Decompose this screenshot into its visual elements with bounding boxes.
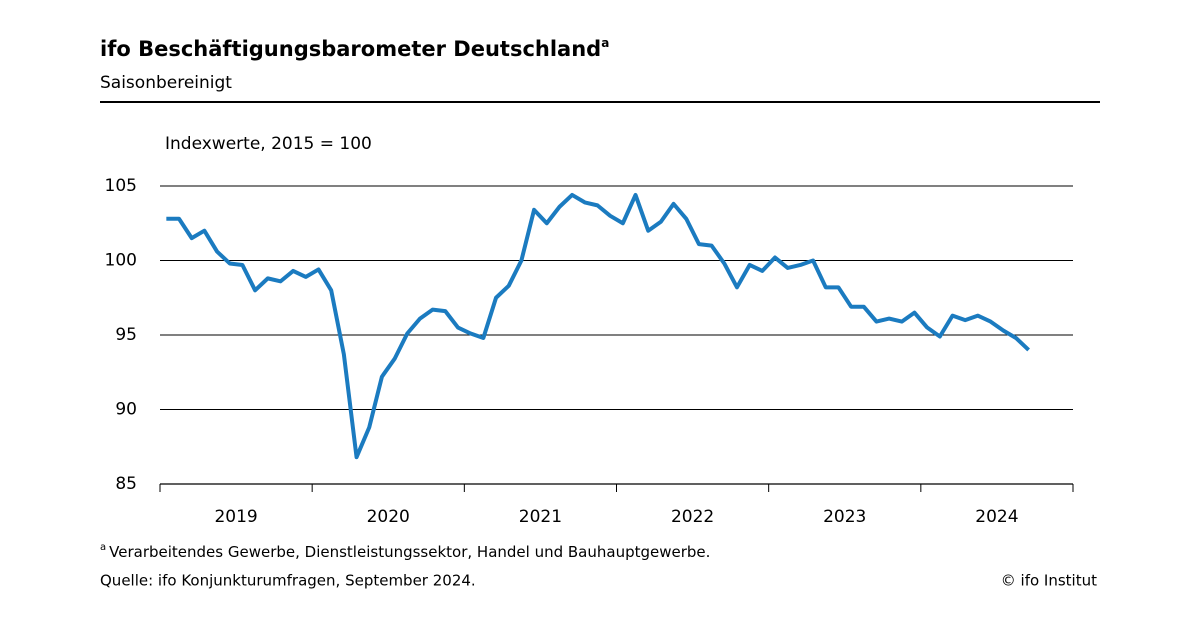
subtitle: Saisonbereinigt (100, 73, 232, 93)
data-line (166, 192, 1030, 460)
footnote-text: Verarbeitendes Gewerbe, Dienstleistungss… (109, 543, 710, 561)
y-tick-label: 100 (105, 251, 137, 271)
y-tick-label: 90 (115, 400, 137, 420)
footnote: a Verarbeitendes Gewerbe, Dienstleistungs… (100, 542, 710, 561)
x-group-label: 2022 (671, 507, 714, 527)
x-group-label: 2024 (975, 507, 1018, 527)
source: Quelle: ifo Konjunkturumfragen, Septembe… (100, 572, 476, 590)
footnote-marker: a (100, 542, 106, 553)
y-axis-label: Indexwerte, 2015 = 100 (165, 134, 372, 154)
title-note-marker: a (601, 36, 609, 50)
copyright: © ifo Institut (1001, 572, 1097, 590)
x-group-label: 2023 (823, 507, 866, 527)
y-tick-label: 105 (105, 176, 137, 196)
title-text: ifo Beschäftigungsbarometer Deutschland (100, 37, 601, 61)
x-group-label: 2019 (214, 507, 257, 527)
x-group-label: 2020 (367, 507, 410, 527)
chart-title: ifo Beschäftigungsbarometer Deutschlanda (100, 36, 609, 62)
x-group-label: 2021 (519, 507, 562, 527)
y-tick-label: 85 (115, 474, 137, 494)
y-tick-label: 95 (115, 325, 137, 345)
